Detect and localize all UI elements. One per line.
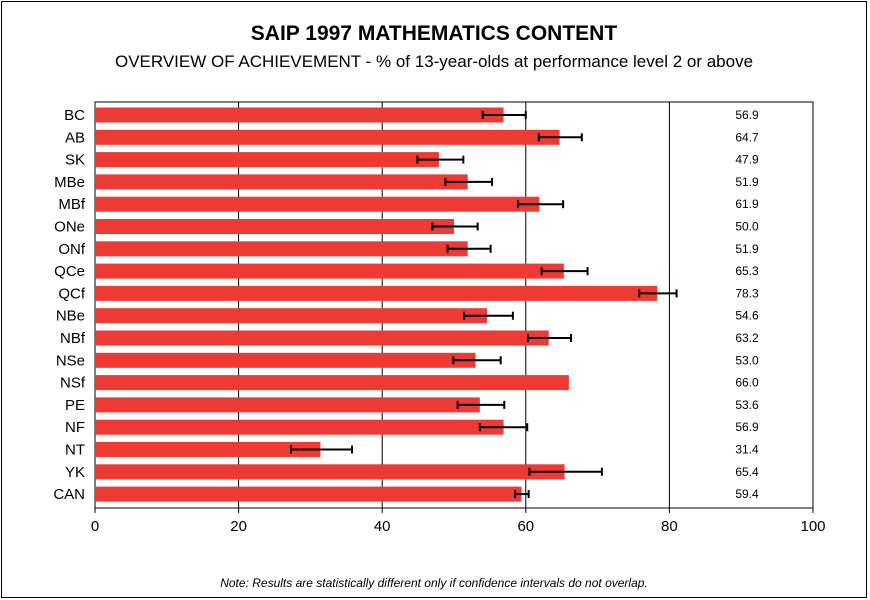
bar-AB — [95, 129, 560, 145]
category-label-QCf: QCf — [58, 285, 86, 302]
value-label-NSf: 66.0 — [735, 376, 759, 390]
bar-QCf — [95, 285, 658, 301]
error-bar-SK — [416, 155, 465, 164]
error-bar-NSe — [452, 356, 502, 365]
bar-ONe — [95, 219, 454, 234]
error-bar-CAN — [514, 490, 530, 499]
x-tick-label-100: 100 — [800, 518, 825, 535]
value-label-QCf: 78.3 — [735, 286, 759, 300]
value-label-SK: 47.9 — [735, 153, 759, 167]
x-axis-ticks: 0 20 40 60 80 100 — [91, 508, 826, 535]
bar-CAN — [95, 486, 522, 502]
bar-NF — [95, 419, 504, 435]
error-bar-MBf — [516, 200, 565, 209]
category-label-ONf: ONf — [58, 241, 86, 258]
x-tick-label-20: 20 — [230, 518, 247, 535]
value-label-PE: 53.6 — [735, 398, 759, 412]
x-tick-label-0: 0 — [91, 518, 99, 535]
value-labels: 56.9 64.7 47.9 51.9 61.9 50.0 51.9 65.3 78.3 54.6… — [735, 108, 759, 501]
category-label-BC: BC — [64, 107, 85, 124]
error-bar-QCf — [638, 289, 678, 298]
bar-NBe — [95, 308, 488, 324]
value-label-QCe: 65.3 — [735, 264, 759, 278]
category-label-MBe: MBe — [54, 174, 85, 191]
plot-area — [94, 101, 814, 509]
value-label-YK: 65.4 — [735, 465, 759, 479]
category-label-ONe: ONe — [54, 219, 85, 236]
category-label-NF: NF — [65, 419, 85, 436]
value-label-BC: 56.9 — [735, 108, 759, 122]
category-labels: BC AB SK MBe MBf ONe ONf QCe QCf NBe NBf NSe NSf PE NF… — [53, 107, 86, 503]
bar-MBf — [95, 196, 540, 212]
error-bar-NT — [290, 445, 354, 454]
error-bar-NBe — [463, 311, 514, 320]
error-bar-YK — [528, 467, 603, 476]
value-label-NF: 56.9 — [735, 420, 759, 434]
error-bar-ONf — [446, 244, 492, 253]
value-label-NT: 31.4 — [735, 443, 759, 457]
bar-NBf — [95, 330, 549, 346]
value-label-ONe: 50.0 — [735, 220, 759, 234]
bar-SK — [95, 152, 439, 168]
value-label-ONf: 51.9 — [735, 242, 759, 256]
category-label-NBe: NBe — [56, 308, 85, 325]
error-bars — [290, 111, 678, 499]
chart-note: Note: Results are statistically differen… — [220, 576, 648, 590]
gridlines — [238, 102, 670, 508]
error-bar-ONe — [431, 222, 479, 231]
x-tick-label-40: 40 — [374, 518, 391, 535]
category-label-NT: NT — [65, 442, 85, 459]
category-label-YK: YK — [65, 464, 85, 481]
category-label-QCe: QCe — [54, 263, 85, 280]
x-tick-label-80: 80 — [661, 518, 678, 535]
bar-ONf — [95, 241, 468, 257]
error-bar-QCe — [540, 267, 589, 276]
category-label-PE: PE — [65, 397, 85, 414]
error-bar-MBe — [444, 177, 494, 186]
chart-subtitle: OVERVIEW OF ACHIEVEMENT - % of 13-year-o… — [114, 52, 754, 71]
value-label-NBe: 54.6 — [735, 309, 759, 323]
category-label-NBf: NBf — [60, 330, 86, 347]
bar-BC — [95, 107, 504, 123]
error-bar-PE — [456, 400, 506, 409]
bar-PE — [95, 397, 480, 413]
category-label-NSe: NSe — [56, 352, 85, 369]
bar-NSe — [95, 352, 476, 368]
error-bar-AB — [537, 133, 583, 142]
bar-YK — [95, 464, 565, 480]
error-bar-BC — [481, 111, 527, 119]
value-label-NBf: 63.2 — [735, 331, 759, 345]
value-label-AB: 64.7 — [735, 130, 759, 144]
bar-MBe — [95, 174, 468, 190]
value-label-CAN: 59.4 — [735, 487, 759, 501]
value-label-MBf: 61.9 — [735, 197, 759, 211]
bar-NSf — [95, 375, 569, 391]
category-label-SK: SK — [65, 152, 85, 169]
bars — [95, 107, 658, 502]
chart-title: SAIP 1997 MATHEMATICS CONTENT — [250, 22, 618, 45]
category-label-CAN: CAN — [53, 486, 85, 503]
error-bar-NBf — [526, 334, 573, 342]
category-label-NSf: NSf — [60, 375, 86, 392]
bar-QCe — [95, 263, 564, 279]
category-label-MBf: MBf — [58, 196, 86, 213]
value-label-MBe: 51.9 — [735, 175, 759, 189]
x-tick-label-60: 60 — [517, 518, 534, 535]
category-label-AB: AB — [65, 129, 85, 146]
value-label-NSe: 53.0 — [735, 353, 759, 367]
bar-NT — [95, 442, 321, 457]
error-bar-NF — [478, 423, 529, 432]
